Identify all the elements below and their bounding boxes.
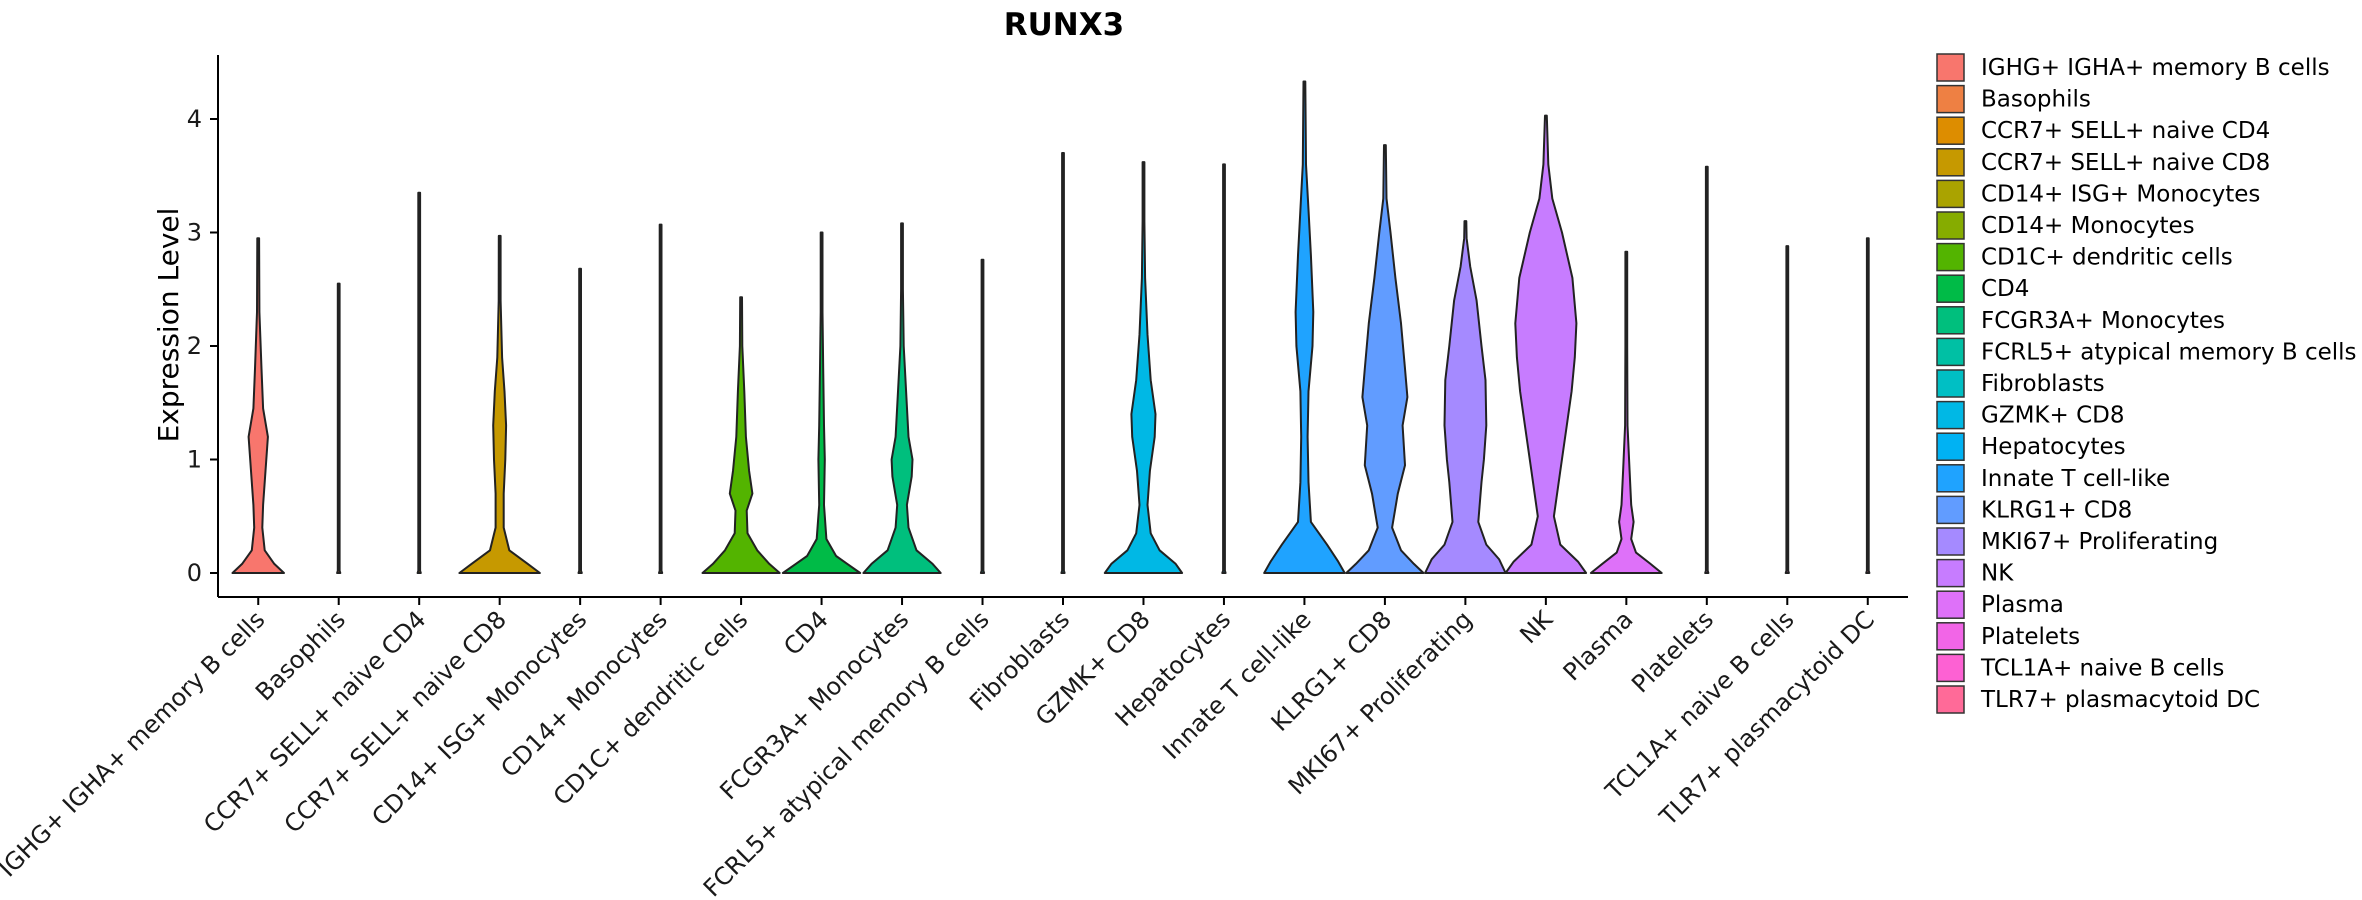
legend-label: Basophils (1981, 87, 2091, 113)
legend-label: Fibroblasts (1981, 371, 2105, 397)
legend-label: TLR7+ plasmacytoid DC (1980, 687, 2260, 713)
legend: IGHG+ IGHA+ memory B cells Basophils CCR7+… (1936, 53, 2357, 714)
violin-19 (1704, 165, 1710, 574)
violin-16 (1424, 220, 1507, 574)
violin-1 (231, 237, 285, 574)
legend-swatch (1936, 495, 1965, 525)
legend-label: GZMK+ CD8 (1981, 403, 2125, 429)
violin-4 (458, 234, 541, 574)
x-tick-label: IGHG+ IGHA+ memory B cells (0, 605, 270, 882)
legend-swatch (1936, 369, 1965, 398)
violin-15 (1345, 144, 1425, 574)
y-axis-label: Expression Level (152, 208, 185, 443)
x-tick-label: CD4 (778, 605, 834, 661)
legend-label: NK (1981, 561, 2014, 587)
legend-swatch (1936, 84, 1965, 114)
violin-9 (862, 222, 942, 574)
violin-12 (1103, 161, 1184, 574)
legend-swatch (1936, 179, 1965, 209)
violin-18 (1589, 250, 1663, 574)
violin-3 (416, 191, 422, 574)
legend-label: FCRL5+ atypical memory B cells (1981, 339, 2357, 365)
y-tick-label: 2 (187, 332, 202, 360)
legend-label: Platelets (1981, 624, 2080, 650)
y-tick-label: 3 (187, 219, 202, 247)
violins (231, 80, 1871, 574)
violin-20 (1784, 245, 1790, 574)
legend-label: Innate T cell-like (1981, 466, 2170, 492)
violin-2 (336, 282, 342, 574)
x-tick-label: FCRL5+ atypical memory B cells (698, 605, 995, 900)
y-tick-label: 0 (187, 559, 202, 587)
legend-label: Hepatocytes (1981, 434, 2126, 460)
legend-swatch (1936, 464, 1965, 493)
legend-label: KLRG1+ CD8 (1981, 497, 2132, 523)
legend-swatch (1936, 211, 1965, 240)
legend-label: TCL1A+ naive B cells (1980, 655, 2224, 681)
violin-17 (1504, 114, 1588, 574)
chart-title: RUNX3 (1004, 7, 1124, 43)
legend-swatch (1936, 242, 1965, 272)
violin-10 (979, 258, 986, 574)
legend-label: CD4 (1981, 276, 2029, 302)
violin-8 (781, 231, 862, 574)
legend-label: FCGR3A+ Monocytes (1981, 308, 2225, 334)
legend-swatch (1936, 53, 1965, 82)
x-tick-label: Plasma (1558, 605, 1639, 686)
violin-11 (1060, 152, 1066, 574)
legend-swatch (1936, 685, 1965, 714)
violin-7 (701, 296, 781, 574)
legend-swatch (1936, 590, 1965, 619)
legend-label: MKI67+ Proliferating (1981, 529, 2218, 555)
y-tick-label: 1 (187, 446, 202, 474)
legend-swatch (1936, 432, 1965, 461)
legend-swatch (1936, 527, 1965, 556)
legend-label: CCR7+ SELL+ naive CD4 (1981, 118, 2270, 144)
legend-swatch (1936, 116, 1965, 145)
legend-swatch (1936, 274, 1965, 303)
legend-label: IGHG+ IGHA+ memory B cells (1981, 55, 2330, 81)
legend-label: CCR7+ SELL+ naive CD8 (1981, 150, 2270, 176)
violin-13 (1221, 163, 1227, 574)
legend-swatch (1936, 558, 1965, 588)
legend-label: CD14+ Monocytes (1981, 213, 2195, 239)
violin-6 (658, 223, 664, 574)
legend-swatch (1936, 400, 1965, 430)
legend-swatch (1936, 622, 1965, 651)
legend-label: CD1C+ dendritic cells (1981, 245, 2233, 271)
x-tick-label: Innate T cell-like (1157, 605, 1316, 764)
legend-swatch (1936, 306, 1965, 335)
legend-swatch (1936, 653, 1965, 683)
x-tick-label: NK (1514, 605, 1559, 650)
legend-swatch (1936, 148, 1965, 177)
violin-14 (1263, 80, 1346, 574)
y-axis: 0 1 2 3 4 (187, 55, 219, 597)
legend-label: Plasma (1981, 592, 2064, 618)
x-axis: IGHG+ IGHA+ memory B cellsBasophilsCCR7+… (0, 596, 1908, 900)
legend-label: CD14+ ISG+ Monocytes (1981, 181, 2260, 207)
legend-swatch (1936, 337, 1965, 367)
violin-5 (577, 267, 583, 574)
y-tick-label: 4 (187, 105, 202, 133)
violin-21 (1865, 237, 1871, 574)
